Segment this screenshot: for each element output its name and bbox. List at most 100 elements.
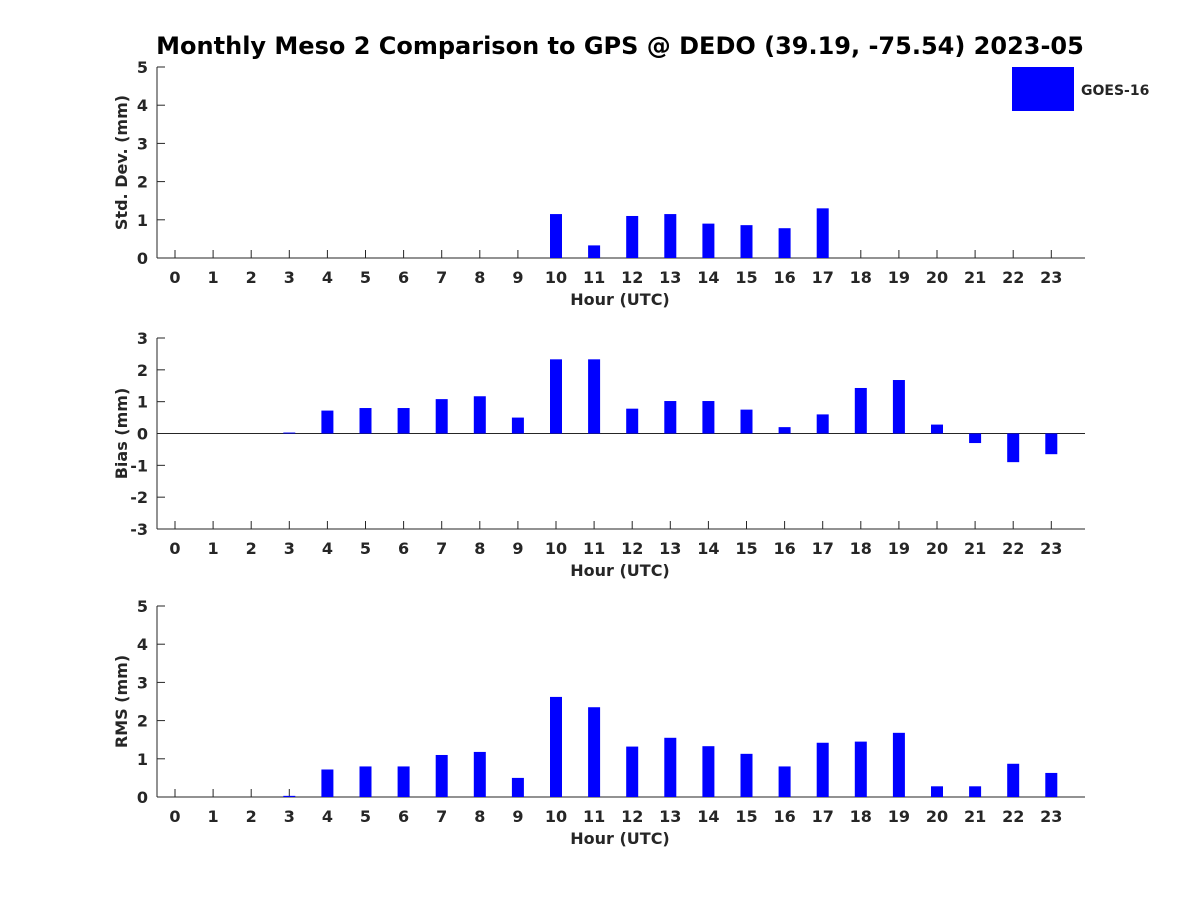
bar-hour-14 <box>702 223 715 258</box>
x-tick-label: 20 <box>926 807 948 826</box>
bar-hour-16 <box>778 766 791 797</box>
y-tick-label: 3 <box>137 673 148 692</box>
x-tick-label: 6 <box>398 807 409 826</box>
x-tick-label: 10 <box>545 268 567 287</box>
x-tick-label: 11 <box>583 807 605 826</box>
bar-hour-4 <box>321 410 334 434</box>
x-tick-label: 15 <box>735 807 757 826</box>
x-tick-label: 13 <box>659 268 681 287</box>
y-tick-label: -1 <box>130 456 148 475</box>
bar-hour-8 <box>473 751 486 797</box>
legend: GOES-16 <box>1012 67 1149 111</box>
y-tick-label: -2 <box>130 488 148 507</box>
y-tick-label: 1 <box>137 750 148 769</box>
legend-label: GOES-16 <box>1081 83 1149 99</box>
bar-hour-23 <box>1045 772 1058 797</box>
bar-hour-17 <box>816 208 829 258</box>
x-tick-label: 15 <box>735 539 757 558</box>
y-tick-label: 1 <box>137 393 148 412</box>
bar-hour-3 <box>283 432 296 434</box>
bar-hour-20 <box>931 786 943 797</box>
y-tick-label: 4 <box>137 96 148 115</box>
x-tick-label: 7 <box>436 268 447 287</box>
x-tick-label: 4 <box>322 539 333 558</box>
x-tick-label: 13 <box>659 807 681 826</box>
y-tick-label: 5 <box>137 597 148 616</box>
bar-hour-17 <box>816 414 829 434</box>
x-tick-label: 15 <box>735 268 757 287</box>
x-tick-label: 0 <box>169 268 180 287</box>
x-tick-label: 20 <box>926 539 948 558</box>
y-tick-label: 1 <box>137 211 148 230</box>
y-tick-label: 2 <box>137 712 148 731</box>
bar-hour-12 <box>626 746 639 797</box>
x-tick-label: 19 <box>888 807 910 826</box>
x-tick-label: 16 <box>773 539 795 558</box>
bar-hour-3 <box>283 795 296 797</box>
y-tick-label: 0 <box>137 249 148 268</box>
x-axis-label: Hour (UTC) <box>570 561 670 580</box>
x-tick-label: 18 <box>850 807 872 826</box>
x-tick-label: 5 <box>360 539 371 558</box>
x-tick-label: 21 <box>964 807 986 826</box>
x-tick-label: 3 <box>284 539 295 558</box>
x-tick-label: 6 <box>398 268 409 287</box>
bar-hour-13 <box>664 737 677 797</box>
bar-hour-13 <box>664 214 677 258</box>
chart-title: Monthly Meso 2 Comparison to GPS @ DEDO … <box>156 32 1084 60</box>
x-tick-label: 17 <box>812 807 834 826</box>
bar-hour-18 <box>854 387 867 434</box>
x-axis-label: Hour (UTC) <box>570 290 670 309</box>
y-tick-label: 0 <box>137 788 148 807</box>
bar-hour-18 <box>854 741 867 797</box>
x-tick-label: 14 <box>697 268 719 287</box>
x-tick-label: 12 <box>621 539 643 558</box>
bar-hour-10 <box>550 214 562 258</box>
y-axis-label: Bias (mm) <box>112 388 131 480</box>
bar-hour-9 <box>511 417 524 434</box>
x-tick-label: 1 <box>208 539 219 558</box>
x-tick-label: 22 <box>1002 807 1024 826</box>
bar-hour-11 <box>588 245 601 258</box>
bar-hour-5 <box>359 408 372 434</box>
bar-hour-12 <box>626 408 639 434</box>
x-tick-label: 22 <box>1002 268 1024 287</box>
bar-hour-21 <box>969 786 982 797</box>
legend-swatch-goes-16 <box>1012 67 1074 111</box>
bar-hour-17 <box>816 742 829 797</box>
y-tick-label: 2 <box>137 361 148 380</box>
x-tick-label: 3 <box>284 268 295 287</box>
y-tick-label: 5 <box>137 58 148 77</box>
bar-hour-15 <box>740 409 753 434</box>
bar-hour-14 <box>702 401 715 434</box>
x-tick-label: 13 <box>659 539 681 558</box>
x-tick-label: 6 <box>398 539 409 558</box>
y-axis-label: RMS (mm) <box>112 655 131 748</box>
x-tick-label: 8 <box>474 539 485 558</box>
bar-hour-7 <box>435 754 448 797</box>
x-tick-label: 9 <box>512 807 523 826</box>
bar-hour-22 <box>1007 763 1020 797</box>
y-tick-label: 4 <box>137 635 148 654</box>
bar-hour-19 <box>892 380 905 434</box>
x-tick-label: 11 <box>583 539 605 558</box>
bar-hour-21 <box>969 433 982 444</box>
x-tick-label: 12 <box>621 807 643 826</box>
bar-hour-5 <box>359 766 372 797</box>
x-tick-label: 9 <box>512 268 523 287</box>
x-tick-label: 4 <box>322 268 333 287</box>
bar-hour-16 <box>778 228 791 258</box>
x-tick-label: 8 <box>474 807 485 826</box>
x-axis-label: Hour (UTC) <box>570 829 670 848</box>
x-tick-label: 16 <box>773 807 795 826</box>
bar-hour-8 <box>473 396 486 434</box>
x-tick-label: 11 <box>583 268 605 287</box>
bar-hour-11 <box>588 707 601 797</box>
x-tick-label: 16 <box>773 268 795 287</box>
x-tick-label: 22 <box>1002 539 1024 558</box>
bar-hour-20 <box>931 424 943 434</box>
x-tick-label: 5 <box>360 807 371 826</box>
